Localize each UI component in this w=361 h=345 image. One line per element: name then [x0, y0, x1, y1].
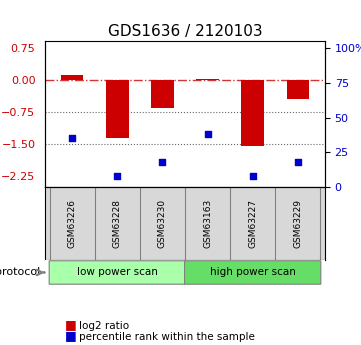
Text: low power scan: low power scan	[77, 267, 158, 277]
Text: percentile rank within the sample: percentile rank within the sample	[79, 332, 255, 342]
Text: GSM63226: GSM63226	[68, 199, 77, 248]
Point	[295, 159, 301, 165]
Text: GSM63229: GSM63229	[293, 199, 302, 248]
FancyBboxPatch shape	[184, 261, 321, 284]
Text: ■: ■	[65, 318, 77, 331]
Point	[205, 131, 210, 137]
Text: GSM63163: GSM63163	[203, 199, 212, 248]
Text: GSM63228: GSM63228	[113, 199, 122, 248]
Point	[160, 159, 165, 165]
Bar	[287, 80, 309, 99]
Bar	[106, 80, 129, 138]
Point	[69, 136, 75, 141]
Bar	[151, 80, 174, 108]
Text: GSM63227: GSM63227	[248, 199, 257, 248]
Point	[250, 173, 256, 179]
Point	[114, 173, 120, 179]
FancyBboxPatch shape	[49, 261, 186, 284]
Text: ■: ■	[65, 328, 77, 342]
Text: GSM63230: GSM63230	[158, 199, 167, 248]
Text: high power scan: high power scan	[210, 267, 296, 277]
Bar	[196, 79, 219, 80]
Title: GDS1636 / 2120103: GDS1636 / 2120103	[108, 24, 262, 39]
Text: log2 ratio: log2 ratio	[79, 321, 130, 331]
Bar	[242, 80, 264, 146]
Bar	[61, 75, 83, 80]
Text: protocol: protocol	[0, 267, 40, 277]
